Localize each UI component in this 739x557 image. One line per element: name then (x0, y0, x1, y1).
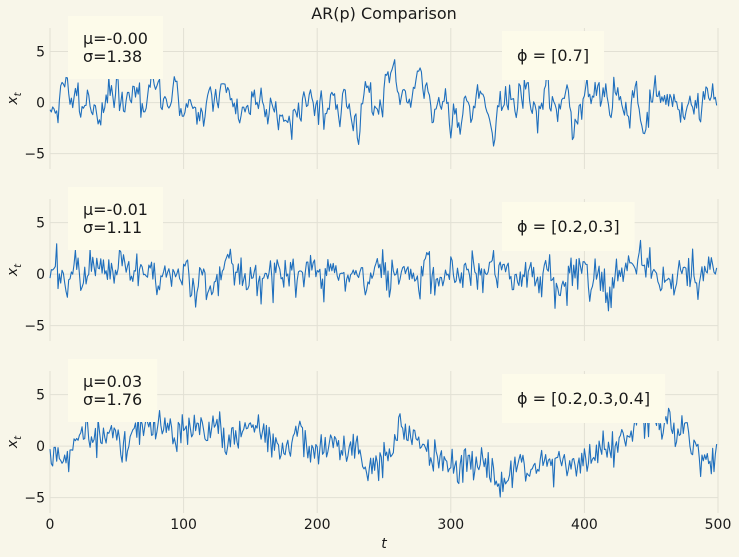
std-label: σ=1.38 (83, 47, 142, 66)
phi-box (502, 31, 605, 80)
x-tick-label: 200 (304, 517, 331, 533)
phi-annotation: ϕ = [0.7] (517, 46, 589, 65)
stats-box (68, 16, 163, 79)
y-tick-label: 0 (36, 439, 45, 455)
grid (49, 28, 719, 169)
mean-label: μ=-0.00 (83, 29, 148, 48)
stats-box (68, 187, 163, 250)
phi-box (502, 202, 635, 251)
y-axis-label: xt (5, 91, 24, 105)
mean-label: μ=-0.01 (83, 200, 148, 219)
x-tick-label: 0 (46, 517, 55, 533)
series-line-panel-2 (49, 239, 718, 312)
stats-box (68, 359, 158, 422)
stats-annotation: μ=-0.01 σ=1.11 (83, 200, 148, 237)
series-line-panel-1 (49, 59, 718, 147)
stats-annotation: μ=-0.00 σ=1.38 (83, 29, 148, 66)
x-axis-label: t (381, 536, 387, 552)
y-tick-label: 5 (36, 216, 45, 232)
chart-title: AR(p) Comparison (311, 4, 457, 23)
std-label: σ=1.11 (83, 218, 142, 237)
series-line-panel-3 (49, 393, 718, 498)
x-tick-label: 300 (437, 517, 464, 533)
y-axis-label: xt (5, 263, 24, 277)
y-tick-label: −5 (24, 491, 45, 507)
x-tick-label: 500 (705, 517, 732, 533)
std-label: σ=1.76 (83, 390, 142, 409)
phi-annotation: ϕ = [0.2,0.3] (517, 217, 620, 236)
stats-annotation: μ=0.03 σ=1.76 (83, 372, 142, 409)
x-tick-label: 100 (170, 517, 197, 533)
x-tick-label: 400 (571, 517, 598, 533)
mean-label: μ=0.03 (83, 372, 142, 391)
y-tick-label: −5 (24, 147, 45, 163)
y-axis-label: xt (5, 435, 24, 449)
y-tick-label: 5 (36, 388, 45, 404)
panel-2: −5 0 5 xt μ=-0.01 σ=1.11 ϕ = [0.2,0.3] (5, 187, 719, 341)
y-tick-label: −5 (24, 319, 45, 335)
phi-annotation: ϕ = [0.2,0.3,0.4] (517, 389, 650, 408)
phi-box (502, 374, 666, 423)
y-tick-label: 0 (36, 96, 45, 112)
panel-1: −5 0 5 xt μ=-0.00 σ=1.38 ϕ = [0.7] (5, 16, 719, 169)
y-tick-label: 0 (36, 267, 45, 283)
y-tick-label: 5 (36, 45, 45, 61)
